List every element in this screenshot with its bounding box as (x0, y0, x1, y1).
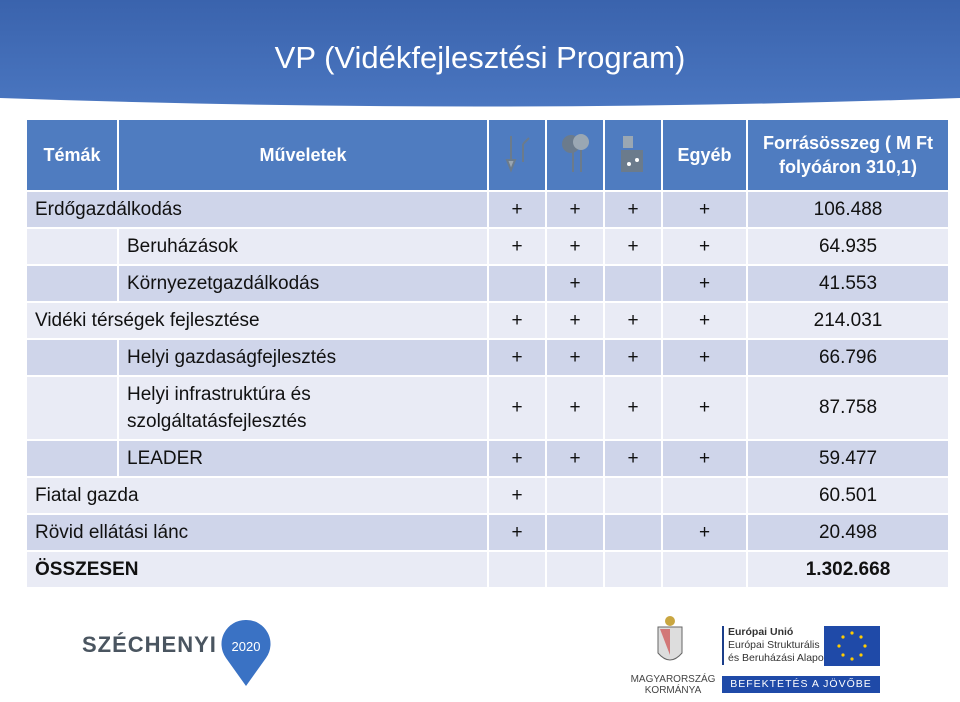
row-label: Rövid ellátási lánc (27, 515, 487, 550)
indent-cell (27, 340, 117, 375)
mark-cell: + (663, 515, 746, 550)
icon (562, 133, 589, 172)
logo-2020: 2020 (221, 619, 271, 686)
mark-cell: + (663, 192, 746, 227)
total-cell: 60.501 (748, 478, 948, 513)
mark-cell (489, 552, 545, 587)
mark-cell: + (605, 340, 661, 375)
total-cell: 20.498 (748, 515, 948, 550)
mark-cell: + (663, 229, 746, 264)
mark-cell: + (663, 303, 746, 338)
total-cell: 41.553 (748, 266, 948, 301)
mark-cell (547, 515, 603, 550)
mark-cell: + (605, 192, 661, 227)
icon-cell (605, 120, 661, 190)
icon (621, 135, 643, 172)
row-label: ÖSSZESEN (27, 552, 487, 587)
mark-cell: + (547, 229, 603, 264)
mark-cell (547, 552, 603, 587)
indent-cell (27, 229, 117, 264)
total-cell: 214.031 (748, 303, 948, 338)
indent-cell (27, 441, 117, 476)
row: Fiatal gazda +60.501 (27, 478, 948, 513)
indent-cell (27, 377, 117, 439)
icon-cell (547, 120, 603, 190)
eu-slogan: BEFEKTETÉS A JÖVŐBE (722, 676, 880, 693)
row-label: Helyi gazdaságfejlesztés (119, 340, 487, 375)
row: Erdőgazdálkodás + + + +106.488 (27, 192, 948, 227)
total-cell: 1.302.668 (748, 552, 948, 587)
gov-text: MAGYARORSZÁG KORMÁNYA (630, 674, 716, 696)
header-cell: Forrásösszeg ( M Ft folyóáron 310,1) (748, 120, 948, 190)
icon-cell (489, 120, 545, 190)
row: Helyi infrastruktúra és szolgáltatásfejl… (27, 377, 948, 439)
row: ÖSSZESEN 1.302.668 (27, 552, 948, 587)
total-cell: 66.796 (748, 340, 948, 375)
mark-cell (663, 552, 746, 587)
mark-cell: + (547, 441, 603, 476)
mark-cell (489, 266, 545, 301)
header-cell: Témák (27, 120, 117, 190)
mark-cell: + (489, 441, 545, 476)
row: Vidéki térségek fejlesztése + + + +214.031 (27, 303, 948, 338)
mark-cell (605, 515, 661, 550)
row: Beruházások + + + +64.935 (27, 229, 948, 264)
mark-cell (605, 478, 661, 513)
mark-cell: + (663, 441, 746, 476)
mark-cell (605, 552, 661, 587)
row-label: Fiatal gazda (27, 478, 487, 513)
eu-text: Európai Unió Európai Strukturális és Beruh… (722, 626, 829, 665)
row-label: Vidéki térségek fejlesztése (27, 303, 487, 338)
mark-cell: + (489, 515, 545, 550)
total-cell: 64.935 (748, 229, 948, 264)
icon (505, 135, 530, 173)
mark-cell: + (663, 340, 746, 375)
mark-cell: + (605, 377, 661, 439)
total-cell: 106.488 (748, 192, 948, 227)
mark-cell: + (547, 303, 603, 338)
row-label: LEADER (119, 441, 487, 476)
banner (0, 0, 960, 107)
mark-cell (547, 478, 603, 513)
row: LEADER + + + +59.477 (27, 441, 948, 476)
header-cell: Műveletek (119, 120, 487, 190)
mark-cell: + (605, 303, 661, 338)
table: Témák Műveletek Egyéb Forrásösszeg ( M Ft f… (25, 118, 950, 589)
mark-cell: + (489, 303, 545, 338)
mark-cell: + (547, 266, 603, 301)
row: Környezetgazdálkodás + +41.553 (27, 266, 948, 301)
header-cell: Egyéb (663, 120, 746, 190)
mark-cell: + (489, 229, 545, 264)
logo-text: SZÉCHENYI (82, 632, 217, 657)
mark-cell: + (489, 192, 545, 227)
title: VP (Vidékfejlesztési Program) (274, 40, 686, 75)
coat-of-arms (657, 616, 683, 661)
mark-cell: + (489, 377, 545, 439)
mark-cell: + (605, 229, 661, 264)
total-cell: 87.758 (748, 377, 948, 439)
logo-year: 2020 (232, 639, 261, 654)
row-label: Erdőgazdálkodás (27, 192, 487, 227)
mark-cell: + (547, 377, 603, 439)
row: Rövid ellátási lánc + +20.498 (27, 515, 948, 550)
row-label: Beruházások (119, 229, 487, 264)
total-cell: 59.477 (748, 441, 948, 476)
mark-cell (605, 266, 661, 301)
row-label: Helyi infrastruktúra és szolgáltatásfejl… (119, 377, 487, 439)
mark-cell: + (663, 266, 746, 301)
mark-cell: + (547, 192, 603, 227)
mark-cell: + (547, 340, 603, 375)
mark-cell: + (663, 377, 746, 439)
eu-flag (824, 626, 880, 666)
indent-cell (27, 266, 117, 301)
row: Helyi gazdaságfejlesztés + + + +66.796 (27, 340, 948, 375)
mark-cell: + (605, 441, 661, 476)
mark-cell: + (489, 478, 545, 513)
row-label: Környezetgazdálkodás (119, 266, 487, 301)
header-row: Témák Műveletek Egyéb Forrásösszeg ( M Ft f… (27, 120, 948, 190)
mark-cell (663, 478, 746, 513)
mark-cell: + (489, 340, 545, 375)
